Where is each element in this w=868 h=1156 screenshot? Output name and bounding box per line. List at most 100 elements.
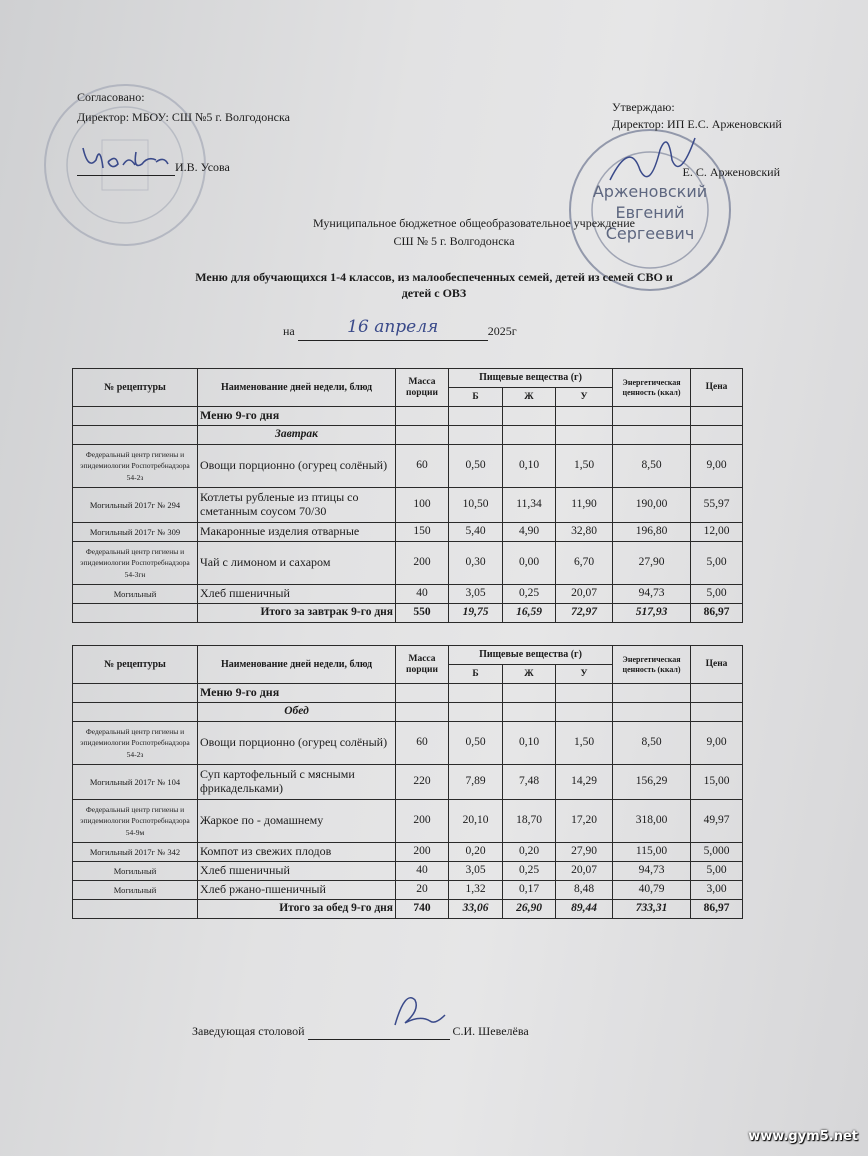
- recipe-code: Могильный 2017г № 294: [72, 487, 198, 523]
- col-u: У: [554, 664, 614, 684]
- total-price: 86,97: [690, 899, 744, 919]
- dish-price: 5,00: [690, 541, 744, 585]
- title-line1: Меню для обучающихся 1-4 классов, из мал…: [195, 270, 673, 284]
- empty-cell: [395, 406, 449, 426]
- empty-cell: [72, 603, 198, 623]
- empty-cell: [72, 406, 198, 426]
- col-recipe: № рецептуры: [72, 645, 198, 684]
- day-label: Меню 9-го дня: [197, 683, 396, 703]
- col-mass: Масса порции: [395, 645, 449, 684]
- dish-price: 55,97: [690, 487, 744, 523]
- meal-label: Обед: [197, 702, 396, 722]
- dish-price: 9,00: [690, 444, 744, 488]
- dish-mass: 60: [395, 444, 449, 488]
- dish-price: 49,97: [690, 799, 744, 843]
- dish-zh: 18,70: [502, 799, 556, 843]
- empty-cell: [612, 683, 692, 703]
- empty-cell: [395, 702, 449, 722]
- dish-name: Суп картофельный с мясными фрикадельками…: [197, 764, 396, 800]
- dish-u: 1,50: [554, 444, 614, 488]
- dish-mass: 40: [395, 584, 449, 604]
- empty-cell: [690, 425, 744, 445]
- empty-cell: [690, 406, 744, 426]
- footer-signature: Заведующая столовой С.И. Шевелёва: [192, 1024, 529, 1040]
- dish-energy: 156,29: [612, 764, 692, 800]
- dish-name: Компот из свежих плодов: [197, 842, 396, 862]
- empty-cell: [72, 702, 198, 722]
- dish-mass: 200: [395, 842, 449, 862]
- dish-zh: 0,20: [502, 842, 556, 862]
- dish-zh: 0,00: [502, 541, 556, 585]
- recipe-code: Федеральный центр гигиены и эпидемиологи…: [72, 444, 198, 488]
- dish-b: 20,10: [448, 799, 503, 843]
- total-energy: 733,31: [612, 899, 692, 919]
- col-nutrients: Пищевые вещества (г): [447, 368, 614, 388]
- approved-label: Утверждаю:: [612, 100, 675, 114]
- dish-energy: 27,90: [612, 541, 692, 585]
- col-zh: Ж: [502, 387, 556, 407]
- col-zh: Ж: [502, 664, 556, 684]
- dish-row: Федеральный центр гигиены и эпидемиологи…: [72, 721, 744, 765]
- dish-energy: 40,79: [612, 880, 692, 900]
- dish-row: Федеральный центр гигиены и эпидемиологи…: [72, 444, 744, 488]
- dish-zh: 0,17: [502, 880, 556, 900]
- dish-b: 3,05: [448, 861, 503, 881]
- dish-price: 5,000: [690, 842, 744, 862]
- total-row: Итого за обед 9-го дня 740 33,06 26,90 89,44…: [72, 899, 744, 919]
- dish-row: Могильный Хлеб пшеничный 40 3,05 0,25 20,07 94…: [72, 861, 744, 881]
- recipe-code: Могильный: [72, 880, 198, 900]
- empty-cell: [554, 406, 614, 426]
- dish-u: 6,70: [554, 541, 614, 585]
- dish-u: 11,90: [554, 487, 614, 523]
- school-stamp: [44, 84, 206, 246]
- agreed-name: И.В. Усова: [175, 160, 230, 174]
- empty-cell: [690, 702, 744, 722]
- day-row: Меню 9-го дня: [72, 406, 744, 426]
- svg-text:Сергеевич: Сергеевич: [606, 224, 695, 243]
- signature-right: [609, 137, 696, 181]
- menu-date: на 16 апреля 2025г: [283, 317, 517, 341]
- col-name: Наименование дней недели, блюд: [197, 368, 396, 407]
- empty-cell: [448, 406, 503, 426]
- empty-cell: [72, 899, 198, 919]
- dish-name: Чай с лимоном и сахаром: [197, 541, 396, 585]
- total-mass: 740: [395, 899, 449, 919]
- dish-name: Котлеты рубленые из птицы со сметанным с…: [197, 487, 396, 523]
- dish-row: Федеральный центр гигиены и эпидемиологи…: [72, 541, 744, 585]
- dish-energy: 190,00: [612, 487, 692, 523]
- empty-cell: [502, 425, 556, 445]
- dish-zh: 7,48: [502, 764, 556, 800]
- empty-cell: [554, 425, 614, 445]
- dish-price: 9,00: [690, 721, 744, 765]
- dish-zh: 11,34: [502, 487, 556, 523]
- dish-energy: 8,50: [612, 721, 692, 765]
- empty-cell: [395, 683, 449, 703]
- col-nutrients: Пищевые вещества (г): [447, 645, 614, 665]
- dish-row: Могильный 2017г № 104 Суп картофельный с …: [72, 764, 744, 800]
- dish-b: 0,50: [448, 721, 503, 765]
- col-energy: Энергетическая ценность (ккал): [612, 645, 692, 684]
- org-line2: СШ № 5 г. Волгодонска: [393, 234, 515, 248]
- recipe-code: Федеральный центр гигиены и эпидемиологи…: [72, 721, 198, 765]
- meal-row: Завтрак: [72, 425, 744, 445]
- recipe-code: Федеральный центр гигиены и эпидемиологи…: [72, 541, 198, 585]
- total-b: 19,75: [448, 603, 503, 623]
- recipe-code: Могильный: [72, 584, 198, 604]
- dish-mass: 220: [395, 764, 449, 800]
- empty-cell: [612, 425, 692, 445]
- day-label: Меню 9-го дня: [197, 406, 396, 426]
- empty-cell: [448, 683, 503, 703]
- dish-energy: 196,80: [612, 522, 692, 542]
- total-energy: 517,93: [612, 603, 692, 623]
- col-b: Б: [448, 387, 503, 407]
- recipe-code: Федеральный центр гигиены и эпидемиологи…: [72, 799, 198, 843]
- date-year: 2025г: [487, 324, 517, 338]
- empty-cell: [612, 702, 692, 722]
- recipe-code: Могильный 2017г № 342: [72, 842, 198, 862]
- empty-cell: [502, 702, 556, 722]
- dish-zh: 0,25: [502, 861, 556, 881]
- dish-name: Овощи порционно (огурец солёный): [197, 721, 396, 765]
- dish-energy: 94,73: [612, 861, 692, 881]
- empty-cell: [554, 683, 614, 703]
- dish-price: 15,00: [690, 764, 744, 800]
